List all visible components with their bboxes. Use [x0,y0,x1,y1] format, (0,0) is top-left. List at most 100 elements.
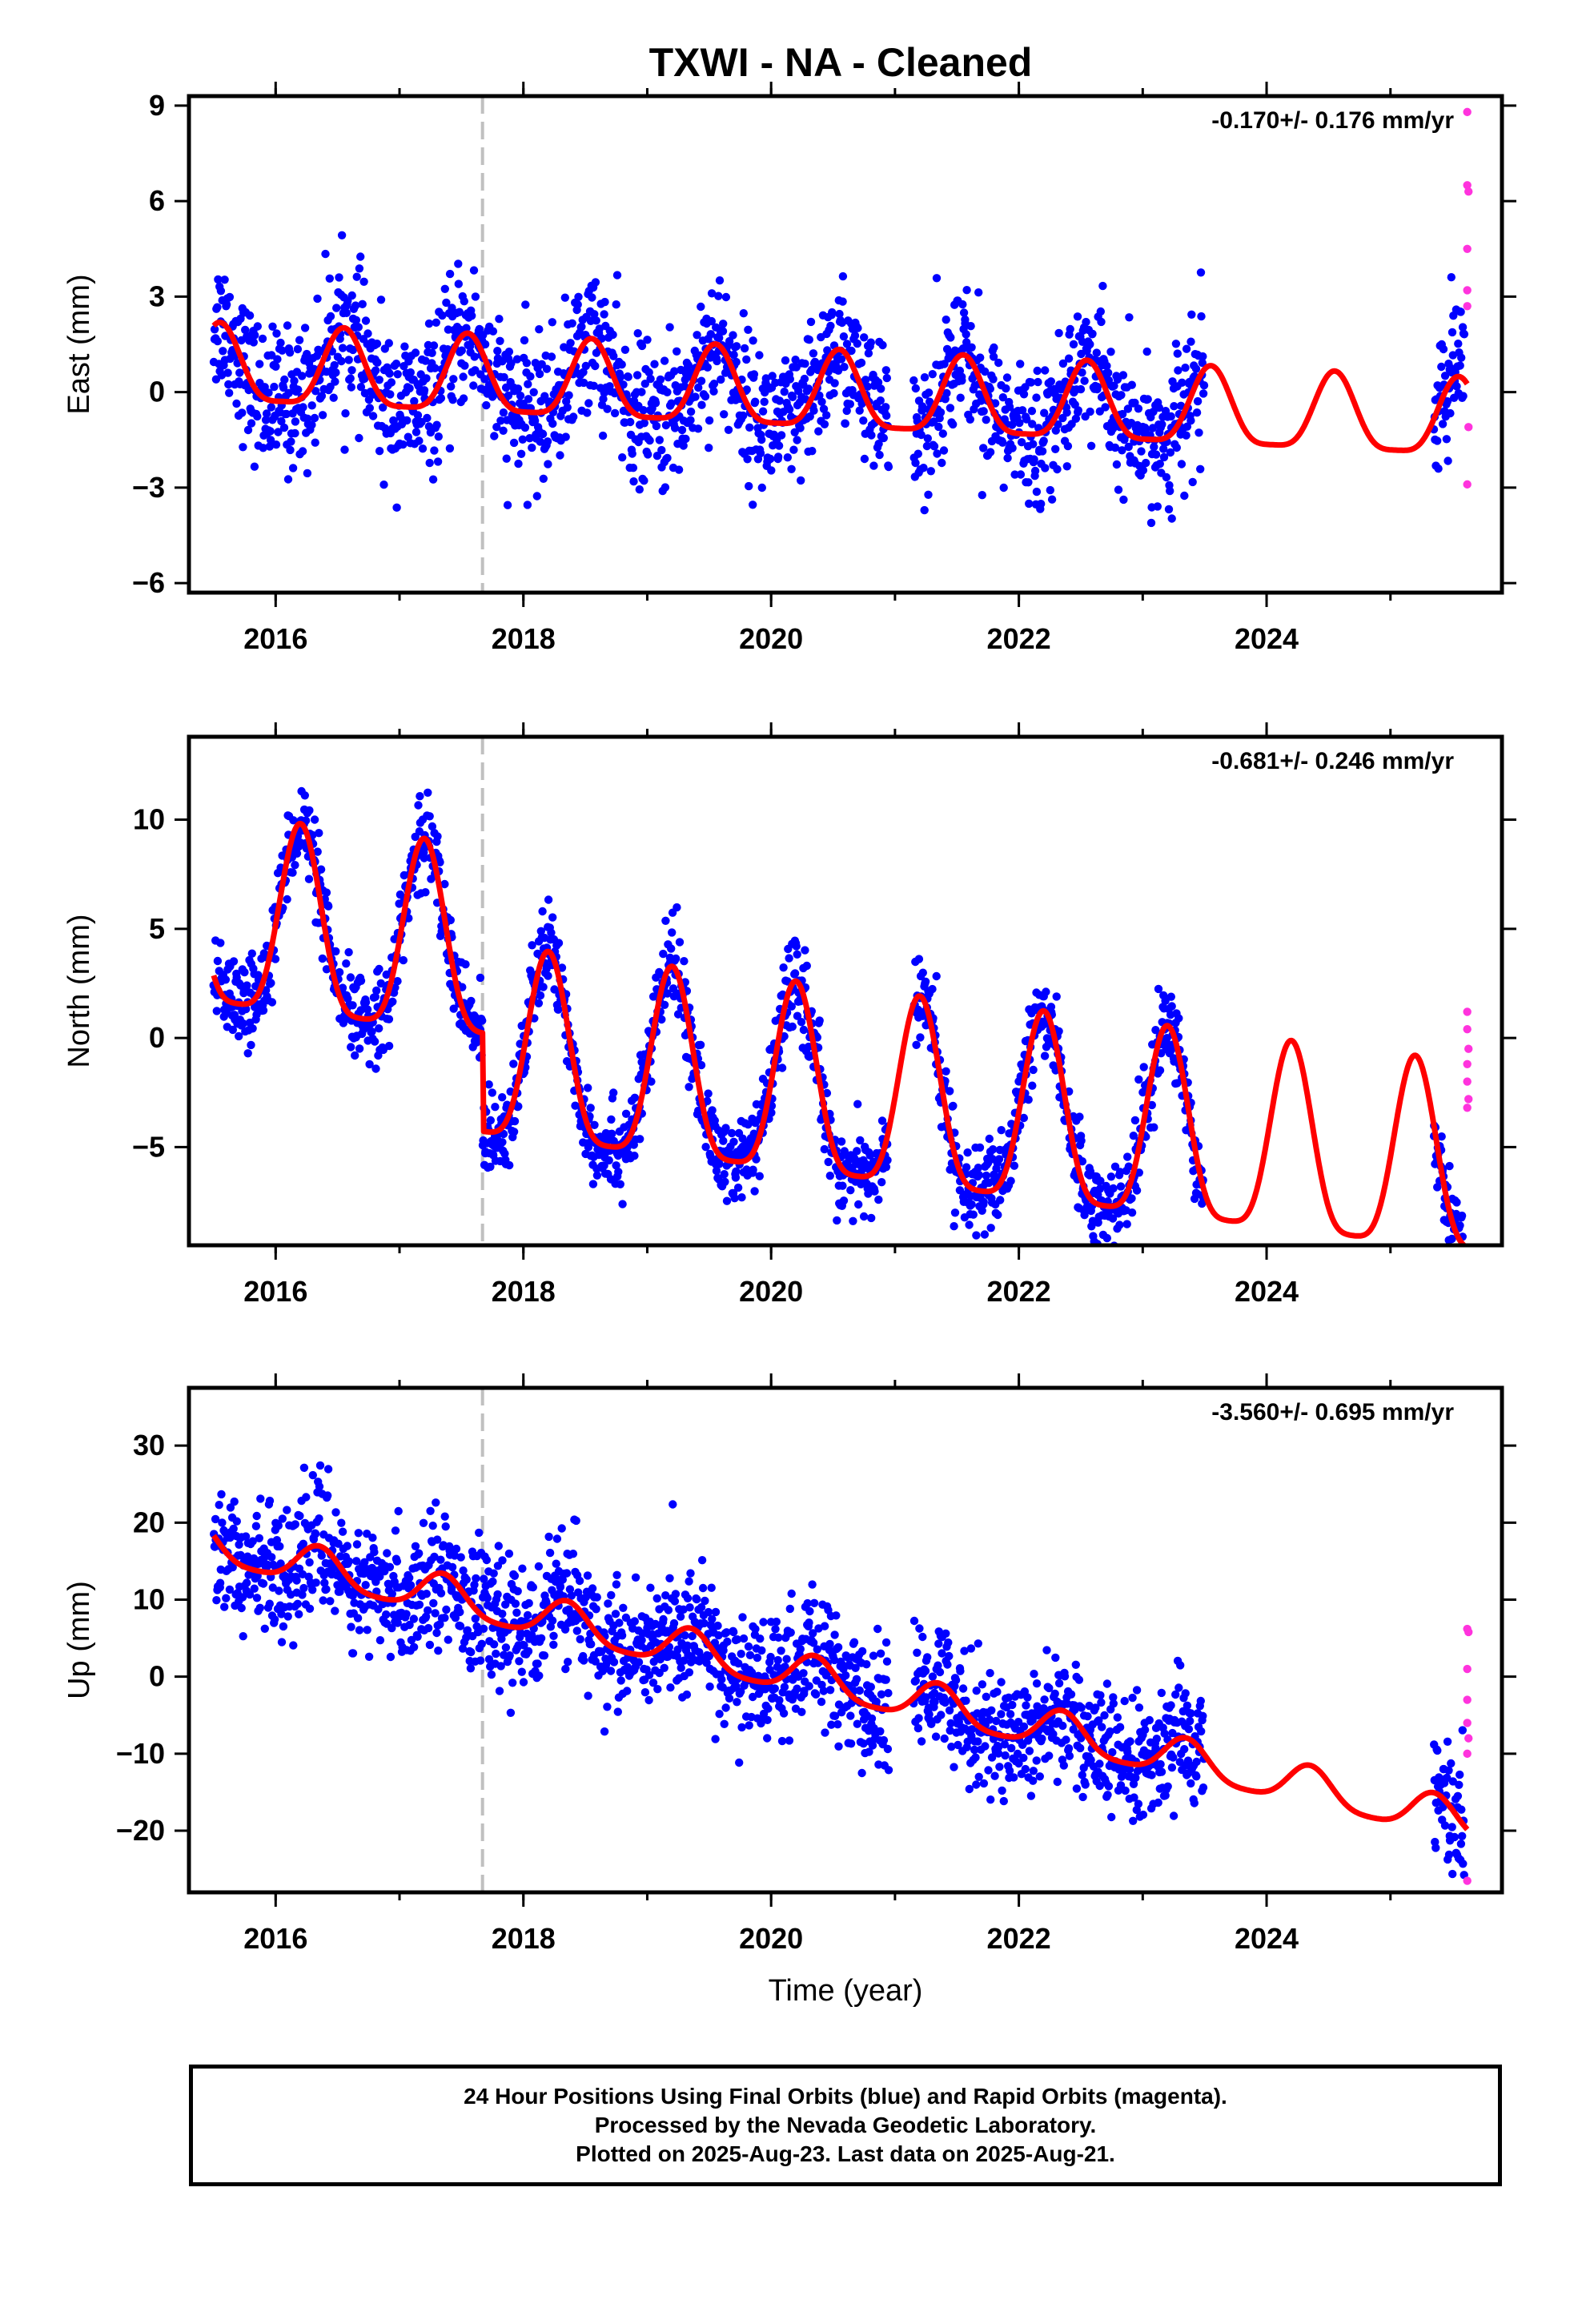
final-orbit-point [338,1527,347,1536]
final-orbit-point [919,464,928,472]
final-orbit-point [918,405,927,414]
y-tick-label: 5 [149,912,165,945]
final-orbit-point [1078,368,1086,377]
final-orbit-point [1124,1162,1134,1171]
final-orbit-point [873,1624,882,1634]
final-orbit-point [1452,1198,1461,1207]
final-orbit-point [1086,340,1094,349]
final-orbit-point [950,1763,958,1771]
final-orbit-point [881,403,890,412]
final-orbit-point [1117,391,1126,400]
final-orbit-point [352,1540,362,1549]
final-orbit-point [742,355,751,364]
final-orbit-point [609,352,618,360]
final-orbit-point [647,1077,656,1086]
page-title: TXWI - NA - Cleaned [649,40,1033,85]
final-orbit-point [224,380,233,389]
y-tick-label: 6 [149,184,165,217]
final-orbit-point [805,412,814,421]
final-orbit-point [637,1635,646,1645]
x-tick-label: 2024 [1235,1275,1299,1308]
final-orbit-point [588,1180,598,1188]
final-orbit-point [808,1580,817,1589]
final-orbit-point [311,1578,320,1587]
rapid-orbit-point [1464,187,1473,196]
final-orbit-point [499,426,508,435]
final-orbit-point [705,416,714,425]
final-orbit-point [628,449,636,458]
final-orbit-point [800,374,809,384]
final-orbit-point [438,311,447,320]
final-orbit-point [1457,1211,1467,1220]
final-orbit-point [346,973,355,982]
final-orbit-point [1437,362,1446,372]
final-orbit-point [827,1720,836,1729]
final-orbit-point [348,1649,358,1658]
final-orbit-point [319,1596,327,1605]
final-orbit-point [842,406,851,416]
final-orbit-point [354,1529,363,1538]
final-orbit-point [584,399,593,408]
final-orbit-point [249,1554,259,1563]
final-orbit-point [477,1639,486,1648]
final-orbit-point [549,1640,558,1649]
final-orbit-point [674,465,684,474]
final-orbit-point [428,1522,437,1530]
final-orbit-point [809,1629,817,1638]
final-orbit-point [331,947,340,956]
final-orbit-point [881,366,891,375]
final-orbit-point [422,1590,431,1598]
final-orbit-point [637,388,646,396]
final-orbit-point [425,1640,435,1650]
final-orbit-point [501,1600,510,1609]
final-orbit-point [276,338,285,348]
final-orbit-point [1110,443,1120,452]
final-orbit-point [506,1708,516,1717]
final-orbit-point [697,1060,706,1070]
final-orbit-point [361,316,371,325]
final-orbit-point [318,954,327,963]
final-orbit-point [989,352,998,361]
final-orbit-point [682,1690,692,1699]
final-orbit-point [615,1618,624,1627]
final-orbit-point [475,1528,484,1538]
final-orbit-point [670,424,680,432]
final-orbit-point [509,438,519,448]
final-orbit-point [449,1004,458,1013]
final-orbit-point [974,1171,984,1180]
final-orbit-point [1199,381,1209,390]
final-orbit-point [222,300,231,309]
final-orbit-point [661,1591,670,1600]
final-orbit-point [368,412,378,420]
final-orbit-point [509,1128,519,1136]
final-orbit-point [243,425,253,435]
final-orbit-point [696,1040,705,1050]
final-orbit-point [460,361,469,370]
final-orbit-point [1150,1123,1158,1132]
final-orbit-point [569,412,578,421]
final-orbit-point [920,373,930,382]
final-orbit-point [391,360,401,368]
final-orbit-point [666,1683,675,1692]
final-orbit-point [670,367,679,376]
final-orbit-point [523,501,532,509]
final-orbit-point [589,381,598,390]
final-orbit-point [751,1625,760,1634]
final-orbit-point [979,1197,988,1207]
final-orbit-point [244,385,253,395]
final-orbit-point [999,483,1008,493]
final-orbit-point [365,1059,374,1069]
final-orbit-point [347,366,356,375]
final-orbit-point [265,1599,274,1608]
final-orbit-point [1007,1120,1016,1128]
final-orbit-points [209,786,1468,1245]
final-orbit-point [723,1637,732,1647]
final-orbit-point [471,1614,480,1623]
final-orbit-point [310,413,319,423]
final-orbit-point [874,440,883,448]
final-orbit-point [382,1610,391,1619]
final-orbit-point [878,340,887,350]
final-orbit-point [1127,1194,1136,1203]
final-orbit-point [232,399,241,408]
